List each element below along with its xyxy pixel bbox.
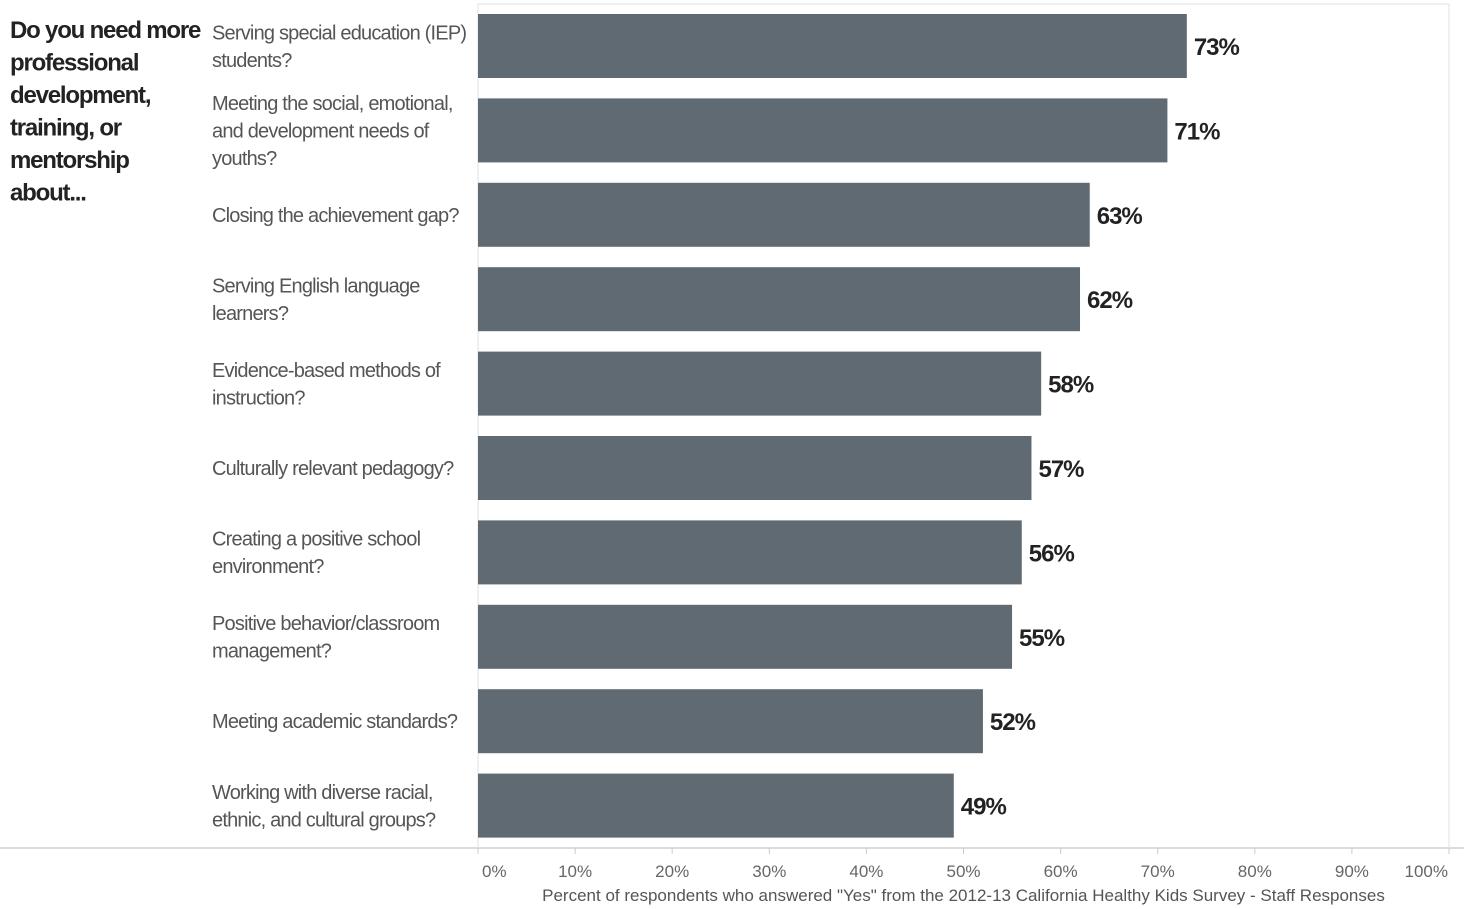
bar [478,182,1090,247]
x-tick-label: 60% [1044,862,1078,881]
x-axis-title: Percent of respondents who answered "Yes… [542,886,1385,905]
x-tick-label: 100% [1405,862,1448,881]
bar [478,436,1032,500]
value-label: 49% [961,794,1007,821]
bar [478,267,1081,332]
category-labels: Serving special education (IEP) students?… [212,22,467,832]
category-label: Closing the achievement gap? [212,205,459,227]
value-label: 73% [1194,34,1240,61]
category-label: Working with diverse racial, ethnic, and … [212,782,436,832]
category-label: Meeting the social, emotional, and develo… [212,93,453,170]
bar [478,604,1013,669]
bar [478,351,1042,416]
value-label: 52% [990,709,1036,736]
category-label: Serving special education (IEP) students? [212,22,466,72]
x-axis-ticks: 0% 10% 20% 30% 40% 50% 60% 70% 80% 90% 100% [477,848,1450,881]
x-tick-label: 20% [655,862,689,881]
category-label: Positive behavior/classroom management? [212,613,440,663]
row-header-title: Do you need more professional development,… [10,17,201,207]
x-tick-label: 70% [1141,862,1175,881]
x-tick-label: 30% [752,862,786,881]
x-tick-label: 40% [849,862,883,881]
value-label: 63% [1097,203,1143,230]
category-label: Culturally relevant pedagogy? [212,458,454,480]
category-label: Creating a positive school environment? [212,529,421,579]
value-label: 57% [1038,456,1084,483]
value-label: 71% [1174,118,1220,145]
value-label: 55% [1019,625,1065,652]
category-label: Evidence-based methods of instruction? [212,360,441,410]
x-tick-label: 90% [1335,862,1369,881]
value-labels: 73% 71% 63% 62% 58% 57% 56% 55% 52% 49% [961,34,1241,821]
bar [478,689,983,754]
bar [478,773,954,838]
value-label: 58% [1048,372,1094,399]
x-tick-label: 50% [946,862,980,881]
value-label: 56% [1029,540,1075,567]
x-tick-label: 10% [558,862,592,881]
bar [478,98,1168,163]
bar [478,520,1022,585]
x-tick-label: 80% [1238,862,1272,881]
bar [478,14,1187,78]
bars [478,14,1187,838]
category-label: Serving English language learners? [212,275,420,325]
category-label: Meeting academic standards? [212,711,458,733]
x-tick-label: 0% [482,862,507,881]
value-label: 62% [1087,287,1133,314]
